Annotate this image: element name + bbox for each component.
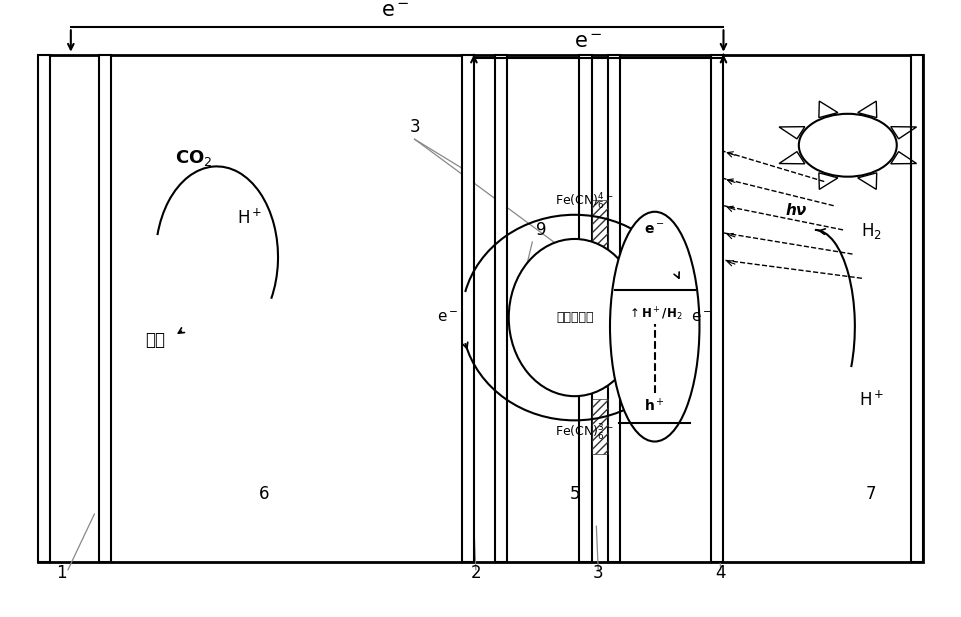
Bar [607, 54, 620, 563]
Text: H$^+$: H$^+$ [858, 390, 884, 409]
Text: 2: 2 [471, 563, 481, 582]
Text: CO$_2$: CO$_2$ [175, 148, 212, 168]
Text: 底物: 底物 [145, 331, 165, 349]
Ellipse shape [610, 212, 700, 442]
Bar [592, 333, 607, 387]
Text: 3: 3 [409, 118, 420, 136]
Bar [461, 54, 474, 563]
Bar [592, 266, 607, 321]
Text: 1: 1 [56, 563, 66, 582]
Text: 5: 5 [570, 485, 579, 503]
Text: e$^-$: e$^-$ [382, 1, 410, 21]
Text: H$^+$: H$^+$ [237, 209, 262, 228]
Text: e$^-$: e$^-$ [645, 223, 665, 237]
Text: 电化学反应: 电化学反应 [555, 311, 594, 324]
Text: e$^-$: e$^-$ [691, 310, 712, 325]
Text: 3: 3 [593, 563, 604, 582]
Text: Fe(CN)$_6^{4-}$: Fe(CN)$_6^{4-}$ [554, 192, 613, 212]
Bar [911, 54, 924, 563]
Text: hν: hν [785, 203, 806, 218]
Text: $\uparrow$H$^+$/H$_2$: $\uparrow$H$^+$/H$_2$ [627, 306, 682, 323]
Text: 6: 6 [259, 485, 269, 503]
Bar [592, 200, 607, 254]
Text: e$^-$: e$^-$ [575, 31, 604, 52]
Bar [99, 54, 111, 563]
Text: e$^-$: e$^-$ [437, 310, 458, 325]
Text: h$^+$: h$^+$ [644, 397, 665, 414]
Text: H$_2$: H$_2$ [861, 221, 882, 241]
Bar [711, 54, 724, 563]
Bar [37, 54, 50, 563]
Bar [592, 399, 607, 453]
Ellipse shape [508, 239, 641, 396]
Text: 9: 9 [536, 221, 547, 239]
Text: 4: 4 [715, 563, 726, 582]
Bar [37, 54, 924, 563]
Text: 7: 7 [866, 485, 876, 503]
Bar [579, 54, 592, 563]
Text: Fe(CN)$_6^{3-}$: Fe(CN)$_6^{3-}$ [554, 423, 613, 444]
Bar [495, 54, 506, 563]
